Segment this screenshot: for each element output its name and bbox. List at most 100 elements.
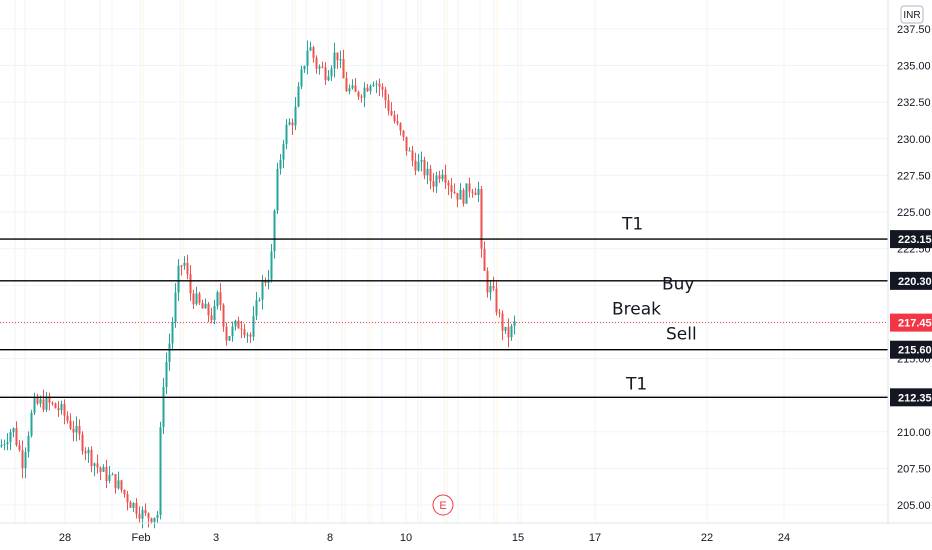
candle bbox=[378, 78, 381, 96]
candle bbox=[189, 265, 192, 301]
candle bbox=[498, 308, 501, 318]
time-axis[interactable]: 28 Feb 3 8 10 15 17 22 24 bbox=[59, 532, 790, 544]
candle bbox=[285, 119, 288, 150]
candle bbox=[237, 316, 240, 329]
candle bbox=[135, 498, 138, 519]
candle bbox=[303, 65, 306, 73]
candle bbox=[441, 169, 444, 182]
candle bbox=[3, 439, 6, 451]
level-price-label: 215.60 bbox=[898, 345, 932, 357]
candle bbox=[15, 421, 18, 447]
x-tick-label: 10 bbox=[400, 532, 412, 544]
candle bbox=[300, 65, 303, 90]
candle bbox=[69, 413, 72, 431]
y-tick-label: 227.50 bbox=[897, 170, 931, 182]
current-price-badge: 217.45 bbox=[890, 313, 932, 332]
level-price-label: 220.30 bbox=[898, 276, 932, 288]
candle bbox=[483, 241, 486, 272]
candle bbox=[0, 439, 3, 448]
candle bbox=[357, 90, 360, 101]
candle bbox=[213, 299, 216, 325]
x-tick-label: 22 bbox=[701, 532, 713, 544]
y-tick-label: 230.00 bbox=[897, 134, 931, 146]
candle bbox=[282, 139, 285, 169]
candle bbox=[426, 161, 429, 185]
candle bbox=[219, 283, 222, 311]
candle bbox=[108, 465, 111, 484]
candle bbox=[138, 506, 141, 524]
candle bbox=[333, 42, 336, 78]
y-tick-label: 210.00 bbox=[897, 427, 931, 439]
candle bbox=[66, 411, 69, 424]
annotation-label[interactable]: T1 bbox=[621, 215, 643, 235]
candle bbox=[405, 136, 408, 156]
candle bbox=[249, 332, 252, 344]
candle bbox=[372, 81, 375, 87]
candle bbox=[507, 318, 510, 348]
annotation-label[interactable]: Buy bbox=[662, 275, 695, 295]
candle bbox=[201, 299, 204, 309]
candle bbox=[183, 256, 186, 270]
candle bbox=[354, 78, 357, 93]
candle bbox=[369, 84, 372, 95]
candle bbox=[225, 322, 228, 346]
candle bbox=[495, 281, 498, 316]
annotation-label[interactable]: Break bbox=[612, 300, 661, 320]
candle bbox=[99, 466, 102, 480]
candle bbox=[477, 181, 480, 203]
candle bbox=[384, 87, 387, 109]
annotation-label[interactable]: T1 bbox=[625, 374, 647, 394]
candle bbox=[321, 61, 324, 69]
candle bbox=[18, 440, 21, 452]
candle bbox=[342, 49, 345, 79]
candle bbox=[21, 440, 24, 479]
candle bbox=[111, 472, 114, 476]
candle bbox=[84, 447, 87, 461]
horizontal-levels[interactable] bbox=[0, 238, 888, 399]
candle bbox=[435, 171, 438, 194]
candle bbox=[159, 421, 162, 520]
candle bbox=[432, 172, 435, 193]
candle bbox=[147, 512, 150, 528]
candle bbox=[351, 79, 354, 90]
candle bbox=[510, 323, 513, 341]
candle bbox=[291, 118, 294, 135]
candle bbox=[468, 177, 471, 198]
candle bbox=[390, 102, 393, 117]
candle bbox=[216, 290, 219, 310]
candle bbox=[504, 326, 507, 335]
candle bbox=[513, 315, 516, 335]
candle bbox=[276, 162, 279, 215]
event-marker-label: E bbox=[439, 500, 446, 512]
x-tick-label: 15 bbox=[512, 532, 524, 544]
y-tick-label: 232.50 bbox=[897, 97, 931, 109]
x-tick-label: 17 bbox=[589, 532, 601, 544]
x-tick-label: 8 bbox=[327, 532, 333, 544]
candle bbox=[168, 333, 171, 372]
candle bbox=[6, 433, 9, 451]
candle bbox=[420, 151, 423, 172]
candle bbox=[234, 319, 237, 331]
candle bbox=[78, 419, 81, 441]
y-tick-label: 205.00 bbox=[897, 500, 931, 512]
currency-badge[interactable]: INR bbox=[900, 5, 924, 24]
candle bbox=[51, 401, 54, 406]
candle bbox=[60, 400, 63, 415]
level-price-badge: 220.30 bbox=[890, 271, 932, 290]
candle bbox=[126, 491, 129, 511]
y-tick-label: 207.50 bbox=[897, 463, 931, 475]
candle bbox=[318, 64, 321, 75]
candle bbox=[402, 129, 405, 141]
candle bbox=[279, 154, 282, 175]
annotation-label[interactable]: Sell bbox=[666, 324, 697, 344]
candle bbox=[450, 177, 453, 199]
candle bbox=[198, 291, 201, 305]
earnings-event-marker[interactable]: E bbox=[432, 494, 454, 516]
candle bbox=[336, 52, 339, 69]
candle bbox=[75, 416, 78, 442]
candle bbox=[177, 259, 180, 302]
candle bbox=[186, 254, 189, 280]
